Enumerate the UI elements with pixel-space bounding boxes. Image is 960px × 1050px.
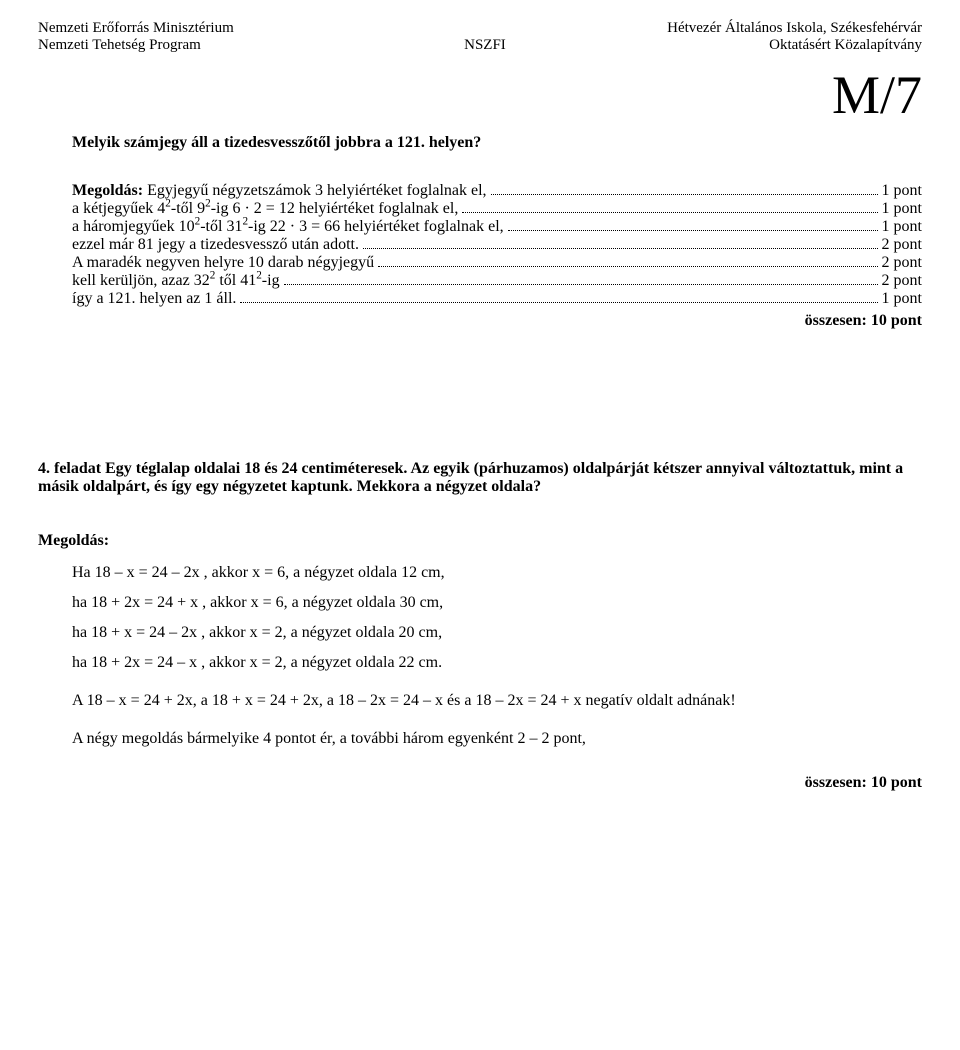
header-right-1: Hétvezér Általános Iskola, Székesfehérvá… xyxy=(667,20,922,37)
sol-pts-3: 1 pont xyxy=(882,218,922,236)
header-left-1: Nemzeti Erőforrás Minisztérium xyxy=(38,20,234,37)
sol-text-1: Egyjegyű négyzetszámok 3 helyiértéket fo… xyxy=(143,182,486,199)
solution-line-6: kell kerüljön, azaz 322 től 412-ig 2 pon… xyxy=(72,272,922,290)
solution-line-4: ezzel már 81 jegy a tizedesvessző után a… xyxy=(72,236,922,254)
sol-pts-4: 2 pont xyxy=(882,236,922,254)
sol-pts-5: 2 pont xyxy=(882,254,922,272)
solution-line-1: Megoldás: Egyjegyű négyzetszámok 3 helyi… xyxy=(72,182,922,200)
note-2: A négy megoldás bármelyike 4 pontot ér, … xyxy=(72,730,922,748)
solution-label-2: Megoldás: xyxy=(38,532,922,550)
header-row-2: Nemzeti Tehetség Program NSZFI Oktatásér… xyxy=(38,37,922,54)
note-1: A 18 – x = 24 + 2x, a 18 + x = 24 + 2x, … xyxy=(72,692,922,710)
sol-text-7: így a 121. helyen az 1 áll. xyxy=(72,290,236,308)
solution-line-7: így a 121. helyen az 1 áll. 1 pont xyxy=(72,290,922,308)
solution-total-1: összesen: 10 pont xyxy=(72,312,922,330)
sol-pts-2: 1 pont xyxy=(882,200,922,218)
solution-line-3: a háromjegyűek 102-től 312-ig 22 · 3 = 6… xyxy=(72,218,922,236)
header-center: NSZFI xyxy=(464,37,506,54)
sol-text-5: A maradék negyven helyre 10 darab négyje… xyxy=(72,254,374,272)
problem-4-title: 4. feladat Egy téglalap oldalai 18 és 24… xyxy=(38,460,922,496)
sol-text-4: ezzel már 81 jegy a tizedesvessző után a… xyxy=(72,236,359,254)
equation-4: ha 18 + 2x = 24 – x , akkor x = 2, a nég… xyxy=(72,654,922,672)
header-left-2: Nemzeti Tehetség Program xyxy=(38,37,201,54)
solution-label: Megoldás: xyxy=(72,182,143,199)
solution-line-5: A maradék negyven helyre 10 darab négyje… xyxy=(72,254,922,272)
question-title: Melyik számjegy áll a tizedesvesszőtől j… xyxy=(72,134,922,152)
sol-pts-1: 1 pont xyxy=(882,182,922,200)
sol-pts-7: 1 pont xyxy=(882,290,922,308)
header-right-2: Oktatásért Közalapítvány xyxy=(769,37,922,54)
equation-1: Ha 18 – x = 24 – 2x , akkor x = 6, a nég… xyxy=(72,564,922,582)
equation-3: ha 18 + x = 24 – 2x , akkor x = 2, a nég… xyxy=(72,624,922,642)
sol-pts-6: 2 pont xyxy=(882,272,922,290)
header-row-1: Nemzeti Erőforrás Minisztérium Hétvezér … xyxy=(38,20,922,37)
solution-total-2: összesen: 10 pont xyxy=(38,774,922,792)
equation-2: ha 18 + 2x = 24 + x , akkor x = 6, a nég… xyxy=(72,594,922,612)
page-number: M/7 xyxy=(38,64,922,126)
